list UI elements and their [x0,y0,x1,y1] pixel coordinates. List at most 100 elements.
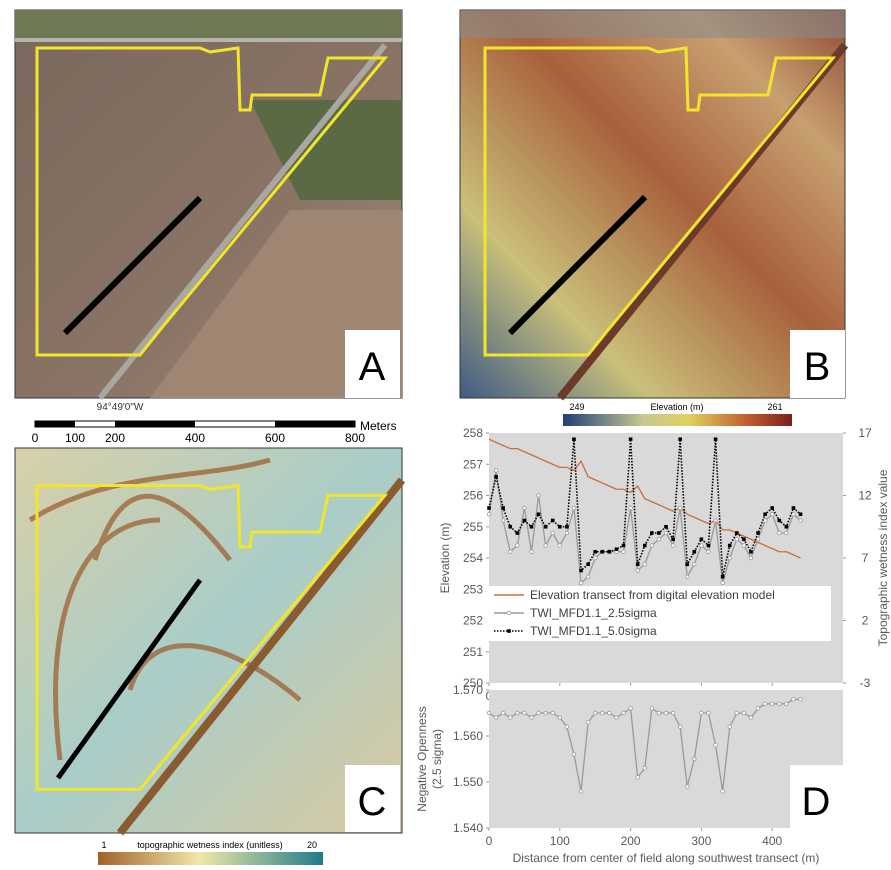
y2-tick-label: 7 [862,551,869,565]
marker [600,549,605,554]
marker [557,715,562,720]
y2-axis-title: Topographic wetness index value [876,469,890,646]
legend-label: TWI_MFD1.1_2.5sigma [530,606,657,620]
marker [798,518,803,523]
series-line [488,438,801,559]
marker [791,512,796,517]
x-tick-label: 200 [621,834,641,848]
marker [720,580,725,586]
panel-label-box [790,765,843,828]
marker [734,710,739,716]
marker [550,530,555,536]
marker [699,543,704,548]
marker [607,549,612,554]
scale-segment [35,421,75,427]
y-tick-label: 252 [463,614,483,628]
y2-tick-label: 2 [862,614,869,628]
x-tick-label: 300 [691,834,711,848]
marker [798,697,803,702]
marker [628,706,633,711]
scale-label: 400 [185,431,205,445]
colorbar-max: 20 [307,840,317,850]
x-axis-title: Distance from center of field along sout… [513,851,820,865]
marker [791,506,796,510]
marker [493,715,499,720]
marker [628,505,633,511]
marker [685,574,690,579]
marker [656,710,662,716]
legend-label: Elevation transect from digital elevatio… [530,588,775,602]
marker [770,701,775,706]
marker [650,531,654,535]
colorbar-max: 261 [767,402,782,412]
marker [487,506,491,510]
plot-area [489,433,843,683]
marker [614,547,619,552]
y-tick-label: 254 [463,551,483,565]
panel-label: A [359,345,386,389]
marker [557,543,562,548]
marker [735,531,739,535]
marker [522,518,527,523]
marker [720,789,725,794]
marker [649,543,655,548]
marker [777,530,782,536]
marker [515,710,520,716]
marker [762,518,768,523]
marker [755,706,761,711]
marker [748,715,754,720]
y-tick-label: 258 [463,426,483,440]
marker [508,549,513,554]
colorbar [98,852,323,865]
y-tick-label: 251 [463,645,483,659]
marker [585,574,591,579]
marker [713,743,718,748]
marker [706,710,711,716]
y-tick-label: 1.540 [453,821,483,835]
marker [508,524,513,529]
marker [522,710,527,716]
marker [670,543,676,548]
marker [692,562,697,567]
marker [784,701,789,706]
marker [713,518,718,523]
marker [720,574,725,579]
marker [670,710,676,716]
marker [493,468,499,473]
marker [564,724,570,729]
scale-label: 600 [265,431,285,445]
scale-label: 800 [345,431,365,445]
panel-label: B [804,345,831,389]
marker [692,756,697,762]
marker [677,505,683,511]
marker [572,437,576,442]
marker [770,506,774,510]
marker [536,512,541,517]
marker [621,549,626,554]
y-tick-label: 250 [463,676,483,690]
marker [741,543,747,548]
scale-label: 0 [32,431,39,445]
marker [507,629,511,633]
marker [522,505,527,511]
map-a [14,9,403,400]
marker [579,568,583,573]
marker [706,549,711,554]
marker [741,710,747,716]
marker [515,531,520,535]
marker [649,706,655,711]
marker [614,715,619,720]
plot-area [489,690,843,828]
scale-unit: Meters [360,419,397,433]
marker [642,562,647,567]
marker [508,715,513,720]
marker [486,512,492,517]
colorbar [563,414,792,426]
marker [529,715,534,720]
marker [657,531,661,535]
marker [663,530,669,536]
marker [628,437,633,442]
y2-tick-label: 17 [858,426,872,440]
marker [578,580,584,586]
